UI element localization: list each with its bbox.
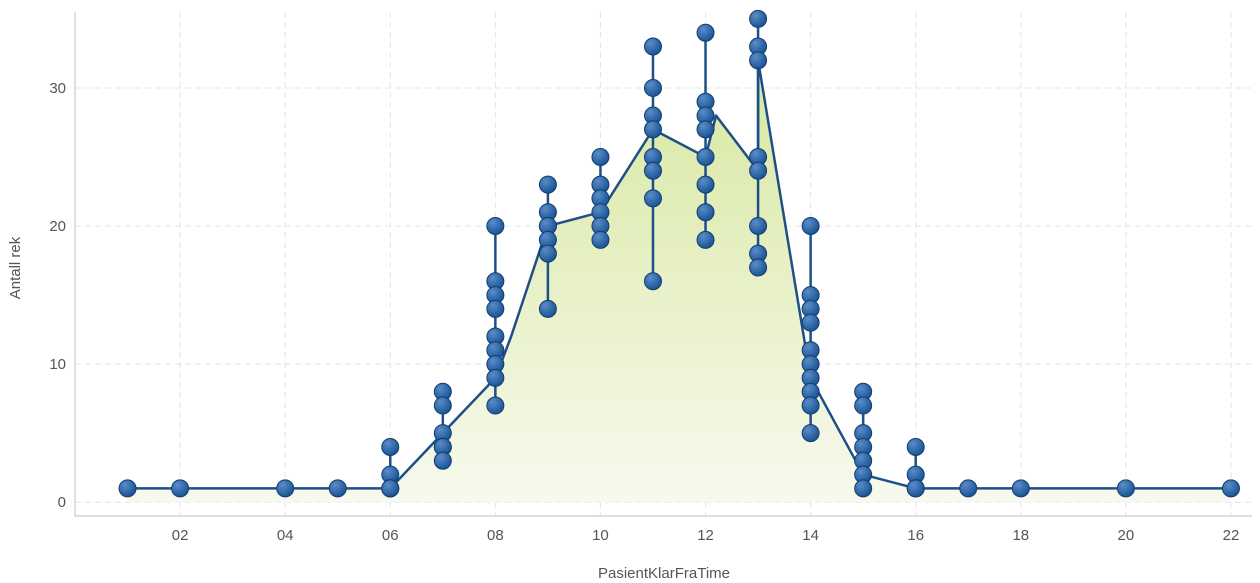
data-point-marker[interactable]: [538, 299, 557, 318]
data-point-marker[interactable]: [276, 479, 295, 498]
x-tick-label: 16: [907, 527, 924, 544]
data-point-marker[interactable]: [1116, 479, 1135, 498]
x-tick-label: 02: [172, 527, 189, 544]
data-point-marker[interactable]: [801, 424, 820, 443]
y-tick-labels: 0 10 20 30: [49, 80, 66, 511]
data-point-marker[interactable]: [328, 479, 347, 498]
x-tick-label: 20: [1118, 527, 1135, 544]
data-point-marker[interactable]: [381, 437, 400, 456]
data-point-marker[interactable]: [854, 479, 873, 498]
data-point-marker[interactable]: [801, 217, 820, 236]
data-point-marker[interactable]: [433, 396, 452, 415]
area-under-line: [127, 60, 1231, 503]
data-point-marker[interactable]: [749, 9, 768, 28]
data-point-marker[interactable]: [643, 189, 662, 208]
x-tick-labels: 02 04 06 08 10 12 14 16 18 20 22: [172, 527, 1240, 544]
markers: [118, 9, 1240, 498]
data-point-marker[interactable]: [1221, 479, 1240, 498]
data-point-marker[interactable]: [486, 217, 505, 236]
x-tick-label: 10: [592, 527, 609, 544]
x-tick-label: 08: [487, 527, 504, 544]
data-point-marker[interactable]: [696, 203, 715, 222]
data-point-marker[interactable]: [643, 272, 662, 291]
x-tick-label: 12: [697, 527, 714, 544]
data-point-marker[interactable]: [486, 368, 505, 387]
data-point-marker[interactable]: [696, 147, 715, 166]
series-polyline: [127, 59, 1231, 490]
data-point-marker[interactable]: [118, 479, 137, 498]
data-point-marker[interactable]: [171, 479, 190, 498]
data-point-marker[interactable]: [591, 147, 610, 166]
axes: [74, 12, 1252, 517]
data-point-marker[interactable]: [696, 120, 715, 139]
data-point-marker[interactable]: [749, 161, 768, 180]
data-point-marker[interactable]: [643, 120, 662, 139]
data-point-marker[interactable]: [801, 313, 820, 332]
area-fill: [127, 60, 1231, 503]
data-point-marker[interactable]: [749, 258, 768, 277]
data-point-marker[interactable]: [486, 396, 505, 415]
data-point-marker[interactable]: [906, 479, 925, 498]
data-point-marker[interactable]: [643, 78, 662, 97]
y-tick-label: 30: [49, 80, 66, 97]
x-tick-label: 18: [1012, 527, 1029, 544]
data-point-marker[interactable]: [486, 299, 505, 318]
data-point-marker[interactable]: [433, 451, 452, 470]
y-tick-label: 20: [49, 218, 66, 235]
data-point-marker[interactable]: [538, 244, 557, 263]
data-point-marker[interactable]: [906, 437, 925, 456]
x-axis-title: PasientKlarFraTime: [598, 565, 730, 582]
series-line: [127, 59, 1231, 490]
x-tick-label: 06: [382, 527, 399, 544]
x-tick-label: 04: [277, 527, 294, 544]
data-point-marker[interactable]: [538, 175, 557, 194]
data-point-marker[interactable]: [696, 230, 715, 249]
data-point-marker[interactable]: [696, 23, 715, 42]
y-tick-label: 10: [49, 356, 66, 373]
data-point-marker[interactable]: [854, 396, 873, 415]
x-tick-label: 22: [1223, 527, 1240, 544]
data-point-marker[interactable]: [801, 396, 820, 415]
data-point-marker[interactable]: [749, 51, 768, 70]
x-tick-label: 14: [802, 527, 819, 544]
data-point-marker[interactable]: [591, 230, 610, 249]
data-point-marker[interactable]: [643, 161, 662, 180]
y-tick-label: 0: [58, 494, 66, 511]
data-point-marker[interactable]: [959, 479, 978, 498]
y-axis-title: Antall rek: [7, 236, 24, 299]
data-point-marker[interactable]: [749, 217, 768, 236]
data-point-marker[interactable]: [696, 175, 715, 194]
data-point-marker[interactable]: [643, 37, 662, 56]
data-point-marker[interactable]: [1011, 479, 1030, 498]
data-point-marker[interactable]: [381, 479, 400, 498]
